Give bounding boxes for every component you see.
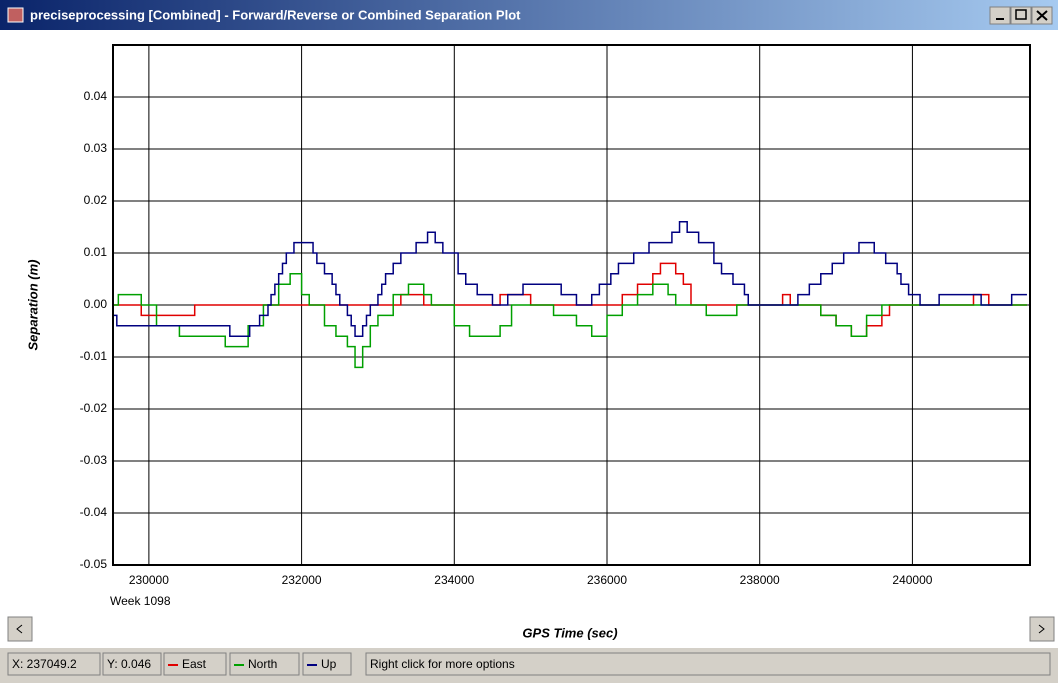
status-field bbox=[7, 652, 101, 676]
y-tick-label: 0.03 bbox=[84, 141, 108, 155]
series-line bbox=[113, 273, 1027, 369]
window-title: preciseprocessing [Combined] - Forward/R… bbox=[30, 7, 521, 22]
y-tick-label: 0.02 bbox=[84, 193, 108, 207]
x-tick-label: 238000 bbox=[740, 573, 780, 587]
scroll-left[interactable] bbox=[7, 616, 33, 642]
y-tick-label: -0.03 bbox=[80, 453, 108, 467]
y-readout: Y: 0.046 bbox=[107, 657, 151, 671]
title-bar bbox=[0, 0, 1058, 30]
minimize-button[interactable] bbox=[989, 6, 1011, 25]
legend-label: Up bbox=[321, 657, 337, 671]
x-tick-label: 232000 bbox=[282, 573, 322, 587]
y-tick-label: -0.02 bbox=[80, 401, 108, 415]
legend-field bbox=[229, 652, 300, 676]
legend-field bbox=[163, 652, 227, 676]
y-tick-label: -0.04 bbox=[80, 505, 108, 519]
status-message: Right click for more options bbox=[370, 657, 515, 671]
legend-label: North bbox=[248, 657, 277, 671]
y-tick-label: 0.00 bbox=[84, 297, 108, 311]
x-tick-label: 234000 bbox=[434, 573, 474, 587]
maximize-glyph bbox=[1015, 9, 1027, 20]
legend-label: East bbox=[182, 657, 207, 671]
y-tick-label: -0.01 bbox=[80, 349, 108, 363]
x-readout: X: 237049.2 bbox=[12, 657, 77, 671]
close-glyph bbox=[1036, 10, 1048, 21]
legend-field bbox=[302, 652, 352, 676]
y-tick-label: 0.01 bbox=[84, 245, 108, 259]
plot-frame bbox=[112, 44, 1031, 566]
y-tick-label: -0.05 bbox=[80, 557, 108, 571]
scroll-right[interactable] bbox=[1029, 616, 1055, 642]
scroll-left-button[interactable] bbox=[7, 616, 33, 642]
window-buttons[interactable] bbox=[989, 6, 1053, 25]
x-tick-label: 230000 bbox=[129, 573, 169, 587]
minimize-glyph bbox=[996, 18, 1004, 20]
status-field bbox=[365, 652, 1051, 676]
week-annotation: Week 1098 bbox=[110, 594, 171, 608]
x-axis-label: GPS Time (sec) bbox=[522, 625, 617, 640]
y-tick-label: 0.04 bbox=[84, 89, 108, 103]
status-field bbox=[102, 652, 162, 676]
scroll-right-glyph bbox=[1038, 624, 1045, 634]
app-icon bbox=[7, 7, 24, 23]
series-line bbox=[113, 221, 1027, 337]
x-tick-label: 240000 bbox=[892, 573, 932, 587]
scroll-left-glyph bbox=[16, 624, 23, 634]
scroll-right-button[interactable] bbox=[1029, 616, 1055, 642]
y-axis-label: Separation (m) bbox=[25, 259, 40, 350]
x-tick-label: 236000 bbox=[587, 573, 627, 587]
